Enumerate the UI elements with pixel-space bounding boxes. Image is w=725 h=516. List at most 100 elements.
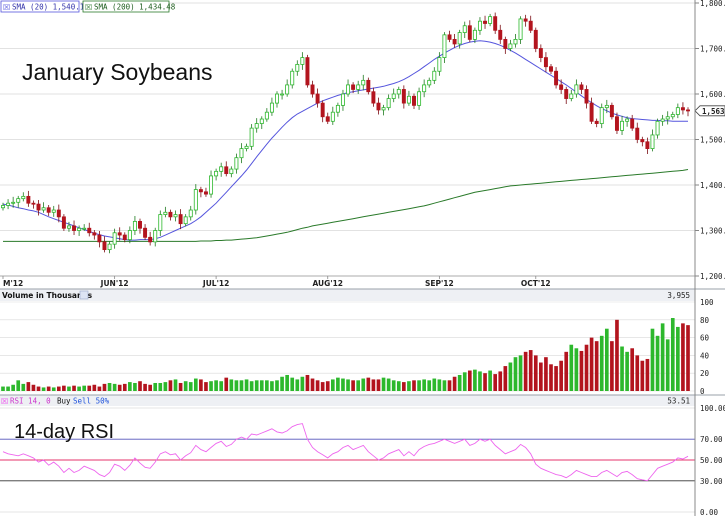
candle-body: [239, 148, 244, 159]
candle-body: [36, 203, 41, 211]
candle-body: [51, 209, 56, 213]
volume-bar: [143, 383, 147, 391]
volume-bar: [97, 386, 102, 391]
candle-body: [472, 29, 477, 40]
candle-body: [41, 207, 46, 211]
volume-bar: [153, 382, 158, 391]
legend-sma20-x-icon[interactable]: ☒: [3, 3, 10, 12]
candle-body: [620, 120, 625, 131]
candle-body: [442, 34, 447, 58]
candle-body: [589, 102, 594, 122]
volume-bar: [102, 383, 107, 391]
chart-title: January Soybeans: [22, 59, 213, 85]
volume-tick-label: 80: [700, 316, 710, 325]
candle-body: [209, 175, 214, 195]
volume-bar: [574, 348, 579, 391]
volume-bar: [1, 386, 5, 391]
volume-bar: [376, 379, 381, 391]
candle-body: [513, 39, 518, 45]
candles: [1, 12, 690, 254]
volume-bar: [36, 386, 41, 391]
candle-body: [625, 118, 630, 122]
volume-bar: [447, 380, 452, 391]
candle-body: [6, 202, 11, 206]
volume-bar: [686, 325, 690, 391]
price-tick-label: 1,200.0: [700, 272, 725, 281]
volume-bar: [604, 328, 609, 391]
legend-sma200-x-icon[interactable]: ☒: [85, 3, 92, 12]
volume-bar: [554, 366, 558, 391]
volume-bar: [645, 358, 650, 391]
volume-tick-label: 40: [700, 351, 710, 360]
candle-body: [346, 84, 351, 95]
candle-body: [386, 98, 391, 109]
volume-bar: [615, 319, 619, 391]
last-price-label: 1,563.0: [702, 107, 725, 116]
volume-tick-label: 100: [700, 298, 714, 307]
candle-body: [493, 16, 498, 31]
candle-body: [396, 89, 401, 95]
volume-bar: [473, 369, 477, 391]
volume-bar: [549, 364, 553, 391]
volume-bar: [427, 380, 432, 391]
candle-body: [148, 236, 153, 243]
month-label: SEP'12: [425, 279, 454, 288]
volume-bar: [422, 379, 426, 391]
rsi-last-value: 53.51: [667, 397, 690, 406]
candle-body: [376, 102, 381, 111]
volume-bar: [386, 378, 391, 391]
rsi-x-icon[interactable]: ☒: [1, 397, 8, 406]
rsi-tick-label: 70.00: [700, 435, 723, 444]
volume-bar: [173, 379, 178, 391]
candle-body: [285, 84, 290, 95]
volume-bar: [310, 378, 315, 391]
volume-settings-icon[interactable]: [79, 290, 89, 300]
volume-last-value: 3,955: [667, 291, 690, 300]
month-label: JUN'12: [100, 279, 129, 288]
candle-body: [234, 157, 239, 170]
volume-bar: [396, 381, 401, 391]
candle-body: [127, 230, 132, 240]
rsi-label-buy: Buy: [57, 397, 71, 406]
volume-bar: [219, 381, 224, 391]
candle-body: [584, 89, 589, 104]
volume-bar: [290, 377, 295, 391]
candle-body: [340, 93, 345, 106]
volume-bar: [21, 383, 26, 391]
price-tick-label: 1,800.0: [700, 0, 725, 8]
volume-bar: [610, 341, 614, 391]
candle-body: [269, 102, 274, 113]
volume-bar: [478, 371, 482, 391]
volume-bar: [417, 380, 421, 391]
volume-bar: [407, 381, 411, 391]
rsi-label-prefix: RSI 14, 0: [10, 397, 51, 406]
legend-sma200-box[interactable]: [82, 0, 170, 13]
volume-bar: [77, 386, 81, 391]
volume-tick-label: 20: [700, 369, 710, 378]
volume-bar: [6, 386, 10, 391]
candle-body: [543, 57, 548, 68]
candle-body: [295, 64, 300, 72]
volume-bar: [594, 341, 599, 391]
volume-bar: [483, 373, 487, 391]
candle-body: [61, 216, 66, 229]
month-label: JUL'12: [202, 279, 229, 288]
candle-body: [391, 93, 396, 99]
candle-body: [92, 232, 97, 236]
candle-body: [163, 211, 168, 215]
candle-body: [614, 116, 619, 131]
volume-bar: [402, 382, 406, 391]
volume-bar: [467, 370, 472, 391]
volume-bar: [26, 382, 31, 391]
volume-bar: [346, 379, 350, 391]
price-panel-bg: [0, 0, 695, 276]
volume-bar: [569, 344, 574, 391]
candle-body: [554, 70, 559, 86]
volume-bar: [82, 385, 87, 391]
candle-body: [193, 189, 198, 211]
candle-body: [467, 25, 472, 40]
legend-sma20-box[interactable]: [0, 0, 80, 13]
volume-bar: [41, 387, 46, 391]
volume-bar: [498, 371, 503, 391]
candle-body: [203, 191, 208, 195]
